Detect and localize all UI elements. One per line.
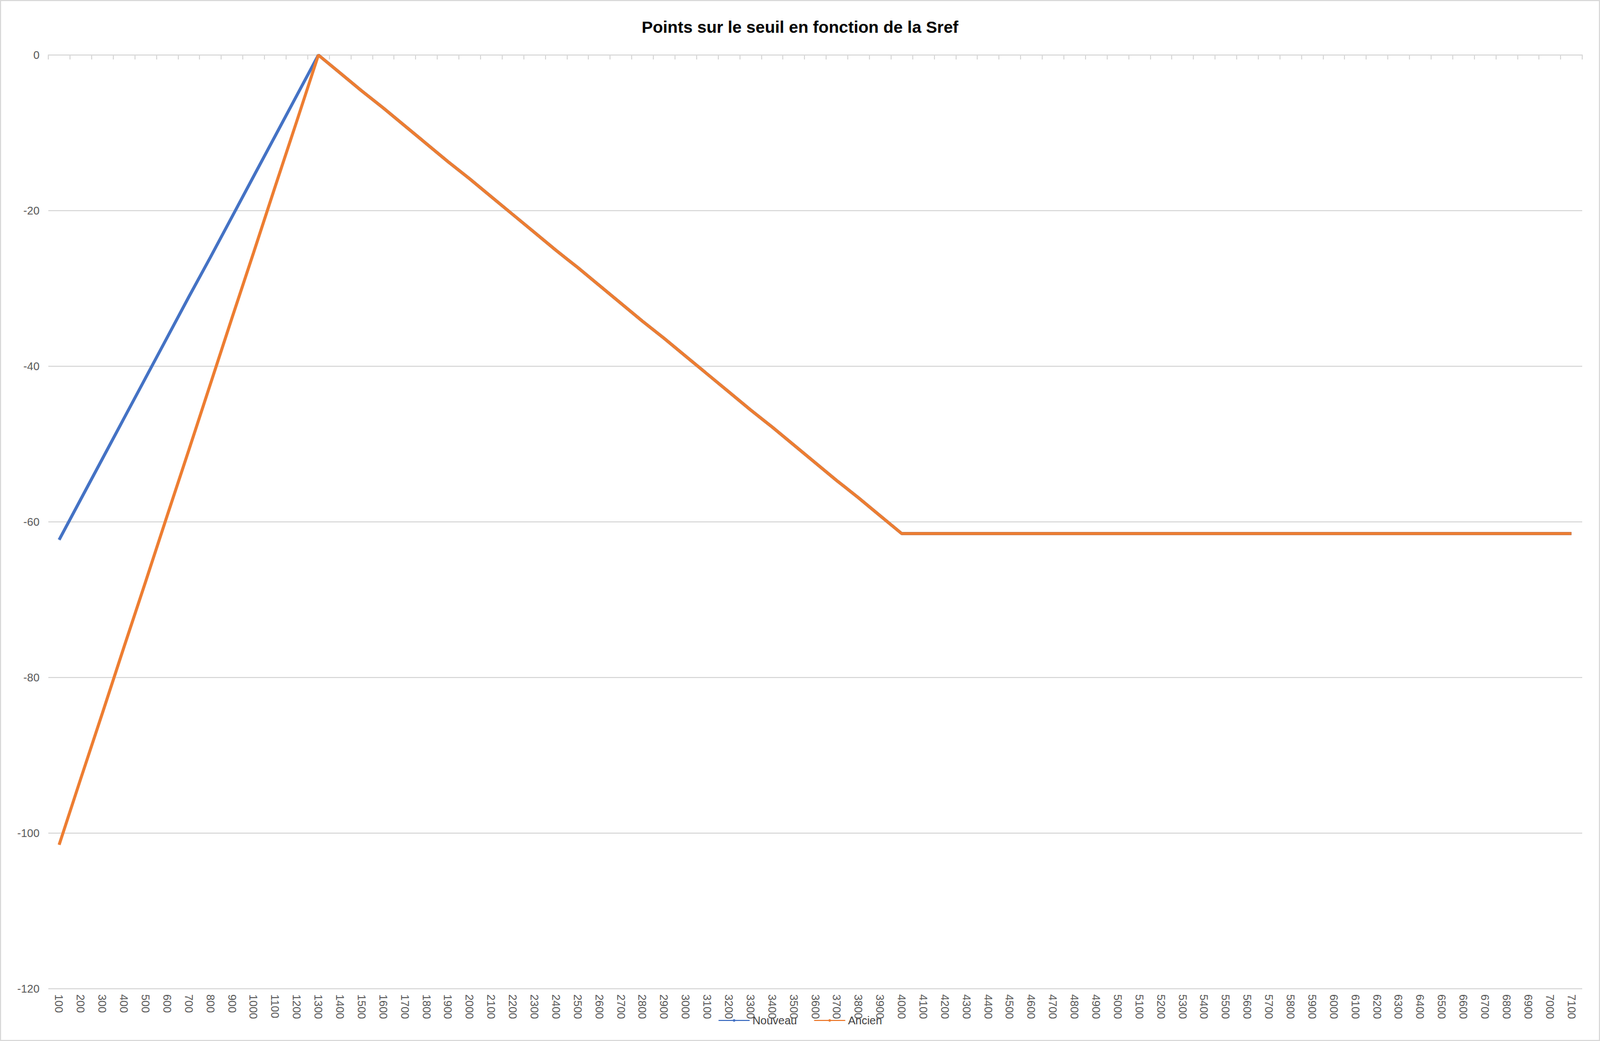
svg-text:1900: 1900 (441, 993, 454, 1019)
svg-text:6100: 6100 (1349, 993, 1362, 1019)
svg-text:2300: 2300 (528, 993, 541, 1019)
svg-text:2700: 2700 (615, 993, 628, 1019)
svg-text:6000: 6000 (1327, 993, 1340, 1019)
svg-text:3100: 3100 (701, 993, 714, 1019)
svg-text:6200: 6200 (1371, 993, 1384, 1019)
svg-text:4500: 4500 (1003, 993, 1016, 1019)
svg-text:900: 900 (226, 993, 239, 1013)
svg-text:-60: -60 (23, 515, 40, 528)
svg-text:3600: 3600 (809, 993, 822, 1019)
svg-text:4000: 4000 (895, 993, 908, 1019)
svg-text:2600: 2600 (593, 993, 606, 1019)
svg-text:1000: 1000 (247, 993, 260, 1019)
svg-text:400: 400 (117, 993, 130, 1013)
svg-text:-20: -20 (23, 204, 40, 217)
svg-text:Nouveau: Nouveau (752, 1013, 797, 1027)
svg-text:0: 0 (33, 48, 40, 62)
svg-text:4900: 4900 (1090, 993, 1103, 1019)
svg-text:500: 500 (139, 993, 152, 1013)
svg-text:4300: 4300 (960, 993, 973, 1019)
svg-text:4700: 4700 (1046, 993, 1059, 1019)
svg-text:2100: 2100 (485, 993, 498, 1019)
svg-text:5100: 5100 (1133, 993, 1146, 1019)
svg-text:4800: 4800 (1068, 993, 1081, 1019)
svg-text:Points sur le seuil en fonctio: Points sur le seuil en fonction de la Sr… (641, 17, 959, 37)
svg-text:5300: 5300 (1176, 993, 1189, 1019)
svg-text:5700: 5700 (1262, 993, 1275, 1019)
svg-text:2400: 2400 (550, 993, 563, 1019)
svg-text:6600: 6600 (1457, 993, 1470, 1019)
svg-text:2500: 2500 (571, 993, 584, 1019)
svg-text:3700: 3700 (830, 993, 843, 1019)
svg-text:4400: 4400 (982, 993, 995, 1019)
svg-text:-100: -100 (17, 826, 40, 839)
svg-text:-40: -40 (23, 360, 40, 373)
svg-text:5500: 5500 (1219, 993, 1232, 1019)
svg-text:100: 100 (52, 993, 65, 1013)
svg-text:-80: -80 (23, 671, 40, 684)
svg-text:2900: 2900 (657, 993, 670, 1019)
svg-text:800: 800 (204, 993, 217, 1013)
svg-text:1100: 1100 (268, 993, 282, 1018)
svg-text:4200: 4200 (938, 993, 952, 1019)
svg-text:2800: 2800 (636, 993, 649, 1019)
svg-text:700: 700 (182, 993, 195, 1013)
svg-text:3400: 3400 (765, 993, 779, 1019)
svg-text:7100: 7100 (1565, 993, 1578, 1019)
svg-text:1600: 1600 (377, 993, 390, 1019)
svg-text:3500: 3500 (787, 993, 800, 1019)
svg-text:1500: 1500 (355, 993, 368, 1019)
svg-text:2000: 2000 (463, 993, 476, 1019)
svg-text:3200: 3200 (722, 993, 735, 1019)
svg-text:6500: 6500 (1435, 993, 1448, 1019)
svg-text:1800: 1800 (420, 993, 433, 1019)
svg-text:6700: 6700 (1478, 993, 1492, 1019)
svg-text:1300: 1300 (312, 993, 325, 1019)
svg-text:Ancien: Ancien (847, 1013, 882, 1027)
svg-text:200: 200 (74, 993, 87, 1013)
svg-text:1400: 1400 (333, 993, 347, 1019)
svg-text:7000: 7000 (1543, 993, 1557, 1019)
svg-text:600: 600 (161, 993, 174, 1013)
svg-text:1700: 1700 (398, 993, 412, 1019)
svg-text:5600: 5600 (1241, 993, 1254, 1019)
svg-text:6400: 6400 (1413, 993, 1427, 1019)
svg-text:6900: 6900 (1522, 993, 1535, 1019)
svg-text:-120: -120 (17, 982, 40, 995)
svg-text:3800: 3800 (852, 993, 865, 1019)
svg-text:5900: 5900 (1306, 993, 1319, 1019)
svg-text:300: 300 (96, 993, 109, 1013)
svg-text:5000: 5000 (1111, 993, 1124, 1019)
svg-text:2200: 2200 (506, 993, 519, 1019)
svg-text:5800: 5800 (1284, 993, 1297, 1019)
svg-text:3300: 3300 (744, 993, 757, 1019)
svg-text:4100: 4100 (917, 993, 930, 1019)
svg-text:6300: 6300 (1392, 993, 1405, 1019)
svg-text:6800: 6800 (1500, 993, 1513, 1019)
svg-text:4600: 4600 (1025, 993, 1038, 1019)
svg-text:1200: 1200 (290, 993, 303, 1019)
svg-text:3000: 3000 (679, 993, 692, 1019)
svg-text:3900: 3900 (874, 993, 887, 1019)
svg-text:5200: 5200 (1155, 993, 1168, 1019)
svg-text:5400: 5400 (1197, 993, 1210, 1019)
